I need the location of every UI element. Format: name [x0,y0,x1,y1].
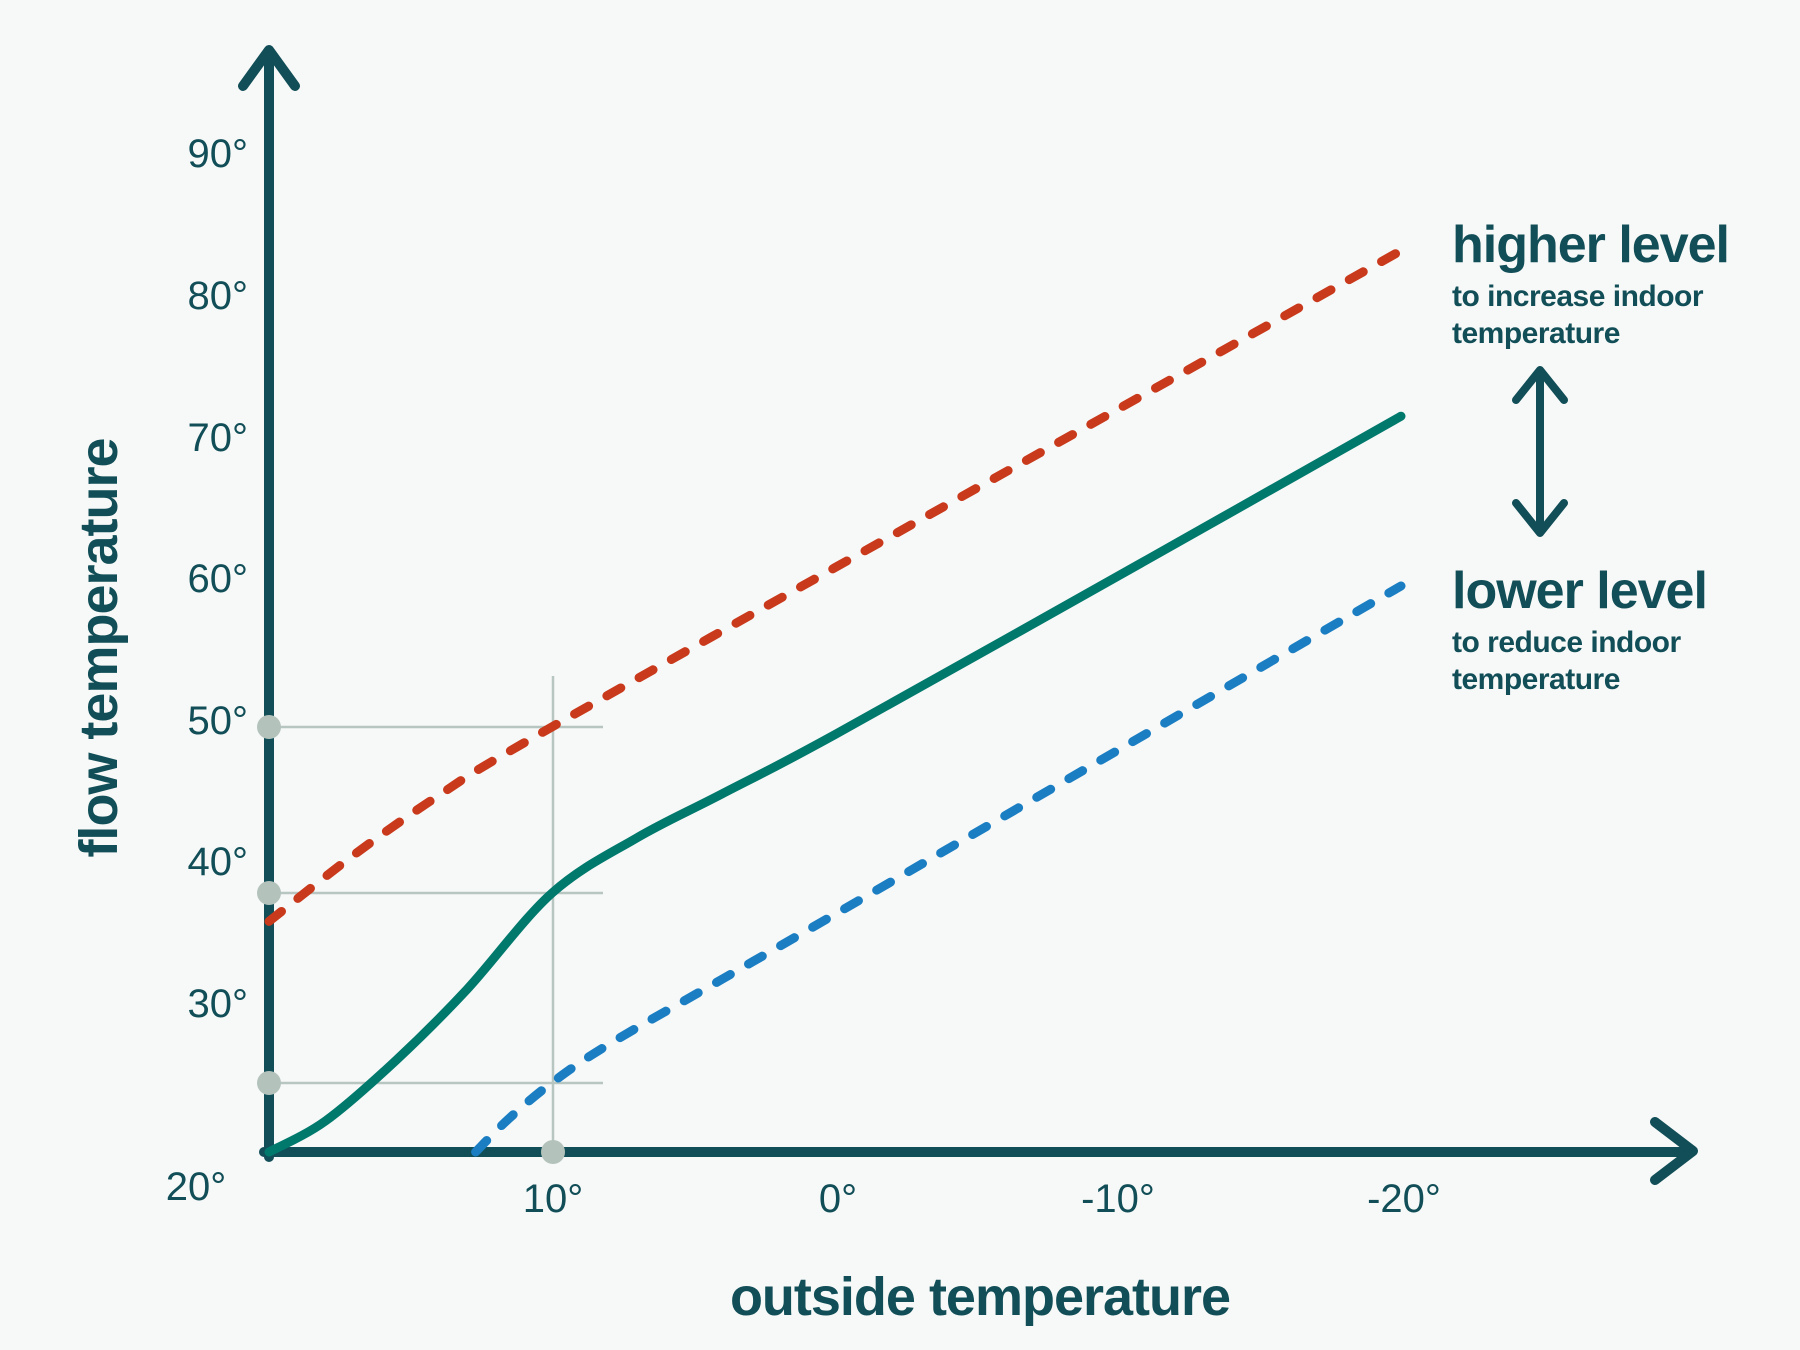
x-tick-10: 10° [523,1177,584,1221]
legend-higher-title: higher level [1452,216,1729,274]
y-tick-40: 40° [188,840,249,884]
y-tick-90: 90° [188,132,249,176]
arrow-up-head [1512,366,1568,404]
legend-higher-desc-line1: to increase indoor [1452,280,1704,313]
legend-lower-desc-line1: to reduce indoor [1452,626,1682,659]
curve-lower-level-line [471,581,1406,1157]
curve-higher-level-line [264,246,1406,926]
readout-guide-lines [269,676,603,1152]
readout-marker-dot [257,881,281,905]
x-tick-neg20: -20° [1367,1177,1441,1221]
y-tick-70: 70° [188,416,249,460]
readout-marker-dot [257,1071,281,1095]
y-tick-60: 60° [188,557,249,601]
readout-marker-dot [257,715,281,739]
up-down-arrow-icon [1512,366,1568,537]
y-tick-50: 50° [188,699,249,743]
readout-marker-dots [257,715,565,1164]
x-tick-neg10: -10° [1081,1177,1155,1221]
curves [264,246,1406,1157]
x-tick-0: 0° [819,1177,857,1221]
y-tick-labels: 90° 80° 70° 60° 50° 40° 30° [188,132,249,1026]
legend-lower-level: lower level to reduce indoor temperature [1452,562,1708,696]
legend-higher-level: higher level to increase indoor temperat… [1452,216,1730,350]
curve-set-level-line [264,411,1406,1157]
origin-tick-20: 20° [166,1165,227,1209]
x-tick-labels: 20° 10° 0° -10° -20° [166,1165,1441,1221]
readout-marker-dot [541,1140,565,1164]
x-axis-arrowhead-icon [1650,1117,1698,1185]
legend-lower-desc-line2: temperature [1452,663,1620,696]
x-axis-title: outside temperature [730,1267,1230,1327]
y-axis-arrowhead-icon [238,45,300,91]
y-tick-80: 80° [188,274,249,318]
legend-lower-title: lower level [1452,562,1707,620]
legend-higher-desc-line2: temperature [1452,317,1620,350]
axes [238,45,1698,1185]
arrow-down-head [1512,499,1568,537]
y-tick-30: 30° [188,982,249,1026]
y-axis-title: flow temperature [69,438,129,857]
